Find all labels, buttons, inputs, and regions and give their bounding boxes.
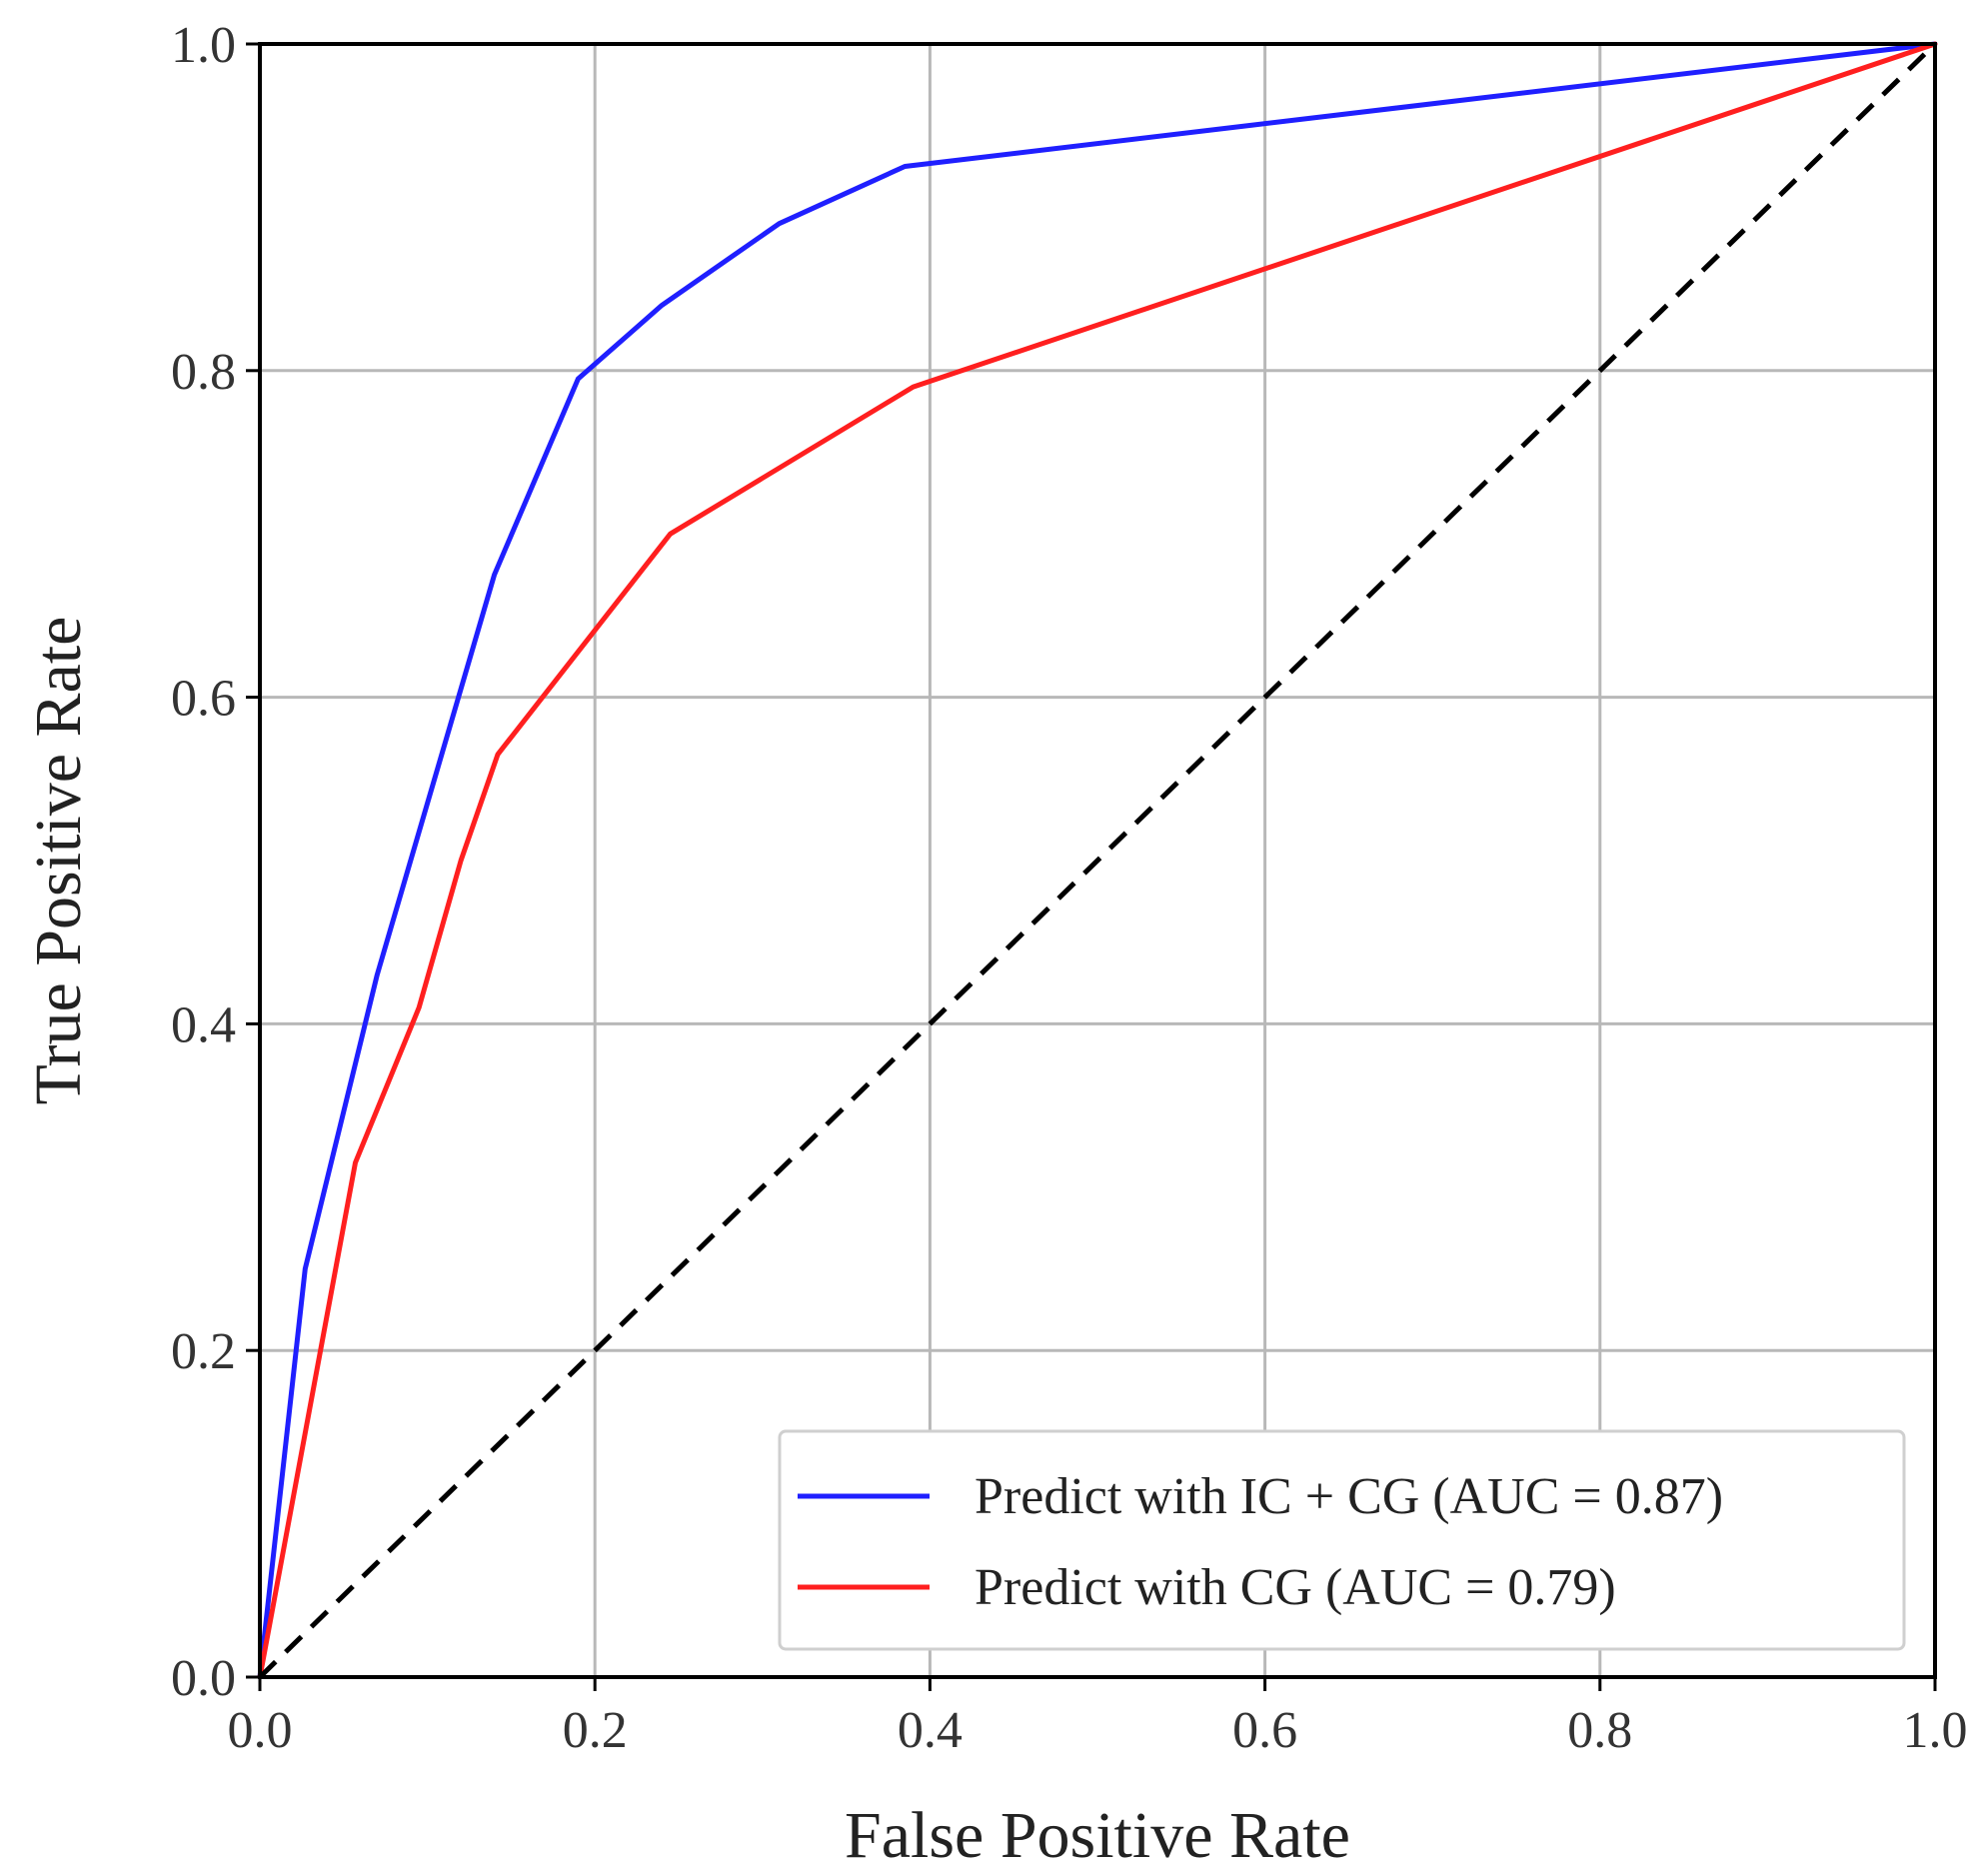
series-lines — [257, 41, 1938, 1680]
roc-curve-ic-cg — [257, 41, 1938, 1680]
y-tick-label: 0.6 — [171, 671, 236, 728]
y-tick-label: 1.0 — [171, 17, 236, 74]
plot-frame — [258, 42, 1937, 1679]
legend-label-ic-cg: Predict with IC + CG (AUC = 0.87) — [975, 1468, 1723, 1525]
x-tick-label: 0.8 — [1567, 1702, 1632, 1759]
roc-curve-cg — [257, 41, 1938, 1680]
x-tick-label: 0.4 — [898, 1702, 963, 1759]
y-tick-label: 0.4 — [171, 996, 236, 1053]
y-tick-label: 0.2 — [171, 1323, 236, 1380]
y-axis-title: True Positive Rate — [22, 617, 95, 1105]
legend: Predict with IC + CG (AUC = 0.87) Predic… — [778, 1429, 1906, 1651]
axis-ticks: 0.0 0.2 0.4 0.6 0.8 1.0 0.0 0.2 0.4 0.6 0.8 1.0 — [171, 17, 1968, 1759]
x-tick-label: 0.2 — [563, 1702, 628, 1759]
x-tick-label: 0.6 — [1232, 1702, 1297, 1759]
y-tick-label: 0.0 — [171, 1650, 236, 1707]
x-tick-label: 1.0 — [1903, 1702, 1968, 1759]
x-axis-title: False Positive Rate — [845, 1799, 1350, 1872]
legend-label-cg: Predict with CG (AUC = 0.79) — [975, 1559, 1616, 1616]
chance-diagonal — [258, 42, 1937, 1679]
x-tick-label: 0.0 — [228, 1702, 293, 1759]
legend-box — [778, 1429, 1906, 1651]
y-tick-label: 0.8 — [171, 344, 236, 401]
